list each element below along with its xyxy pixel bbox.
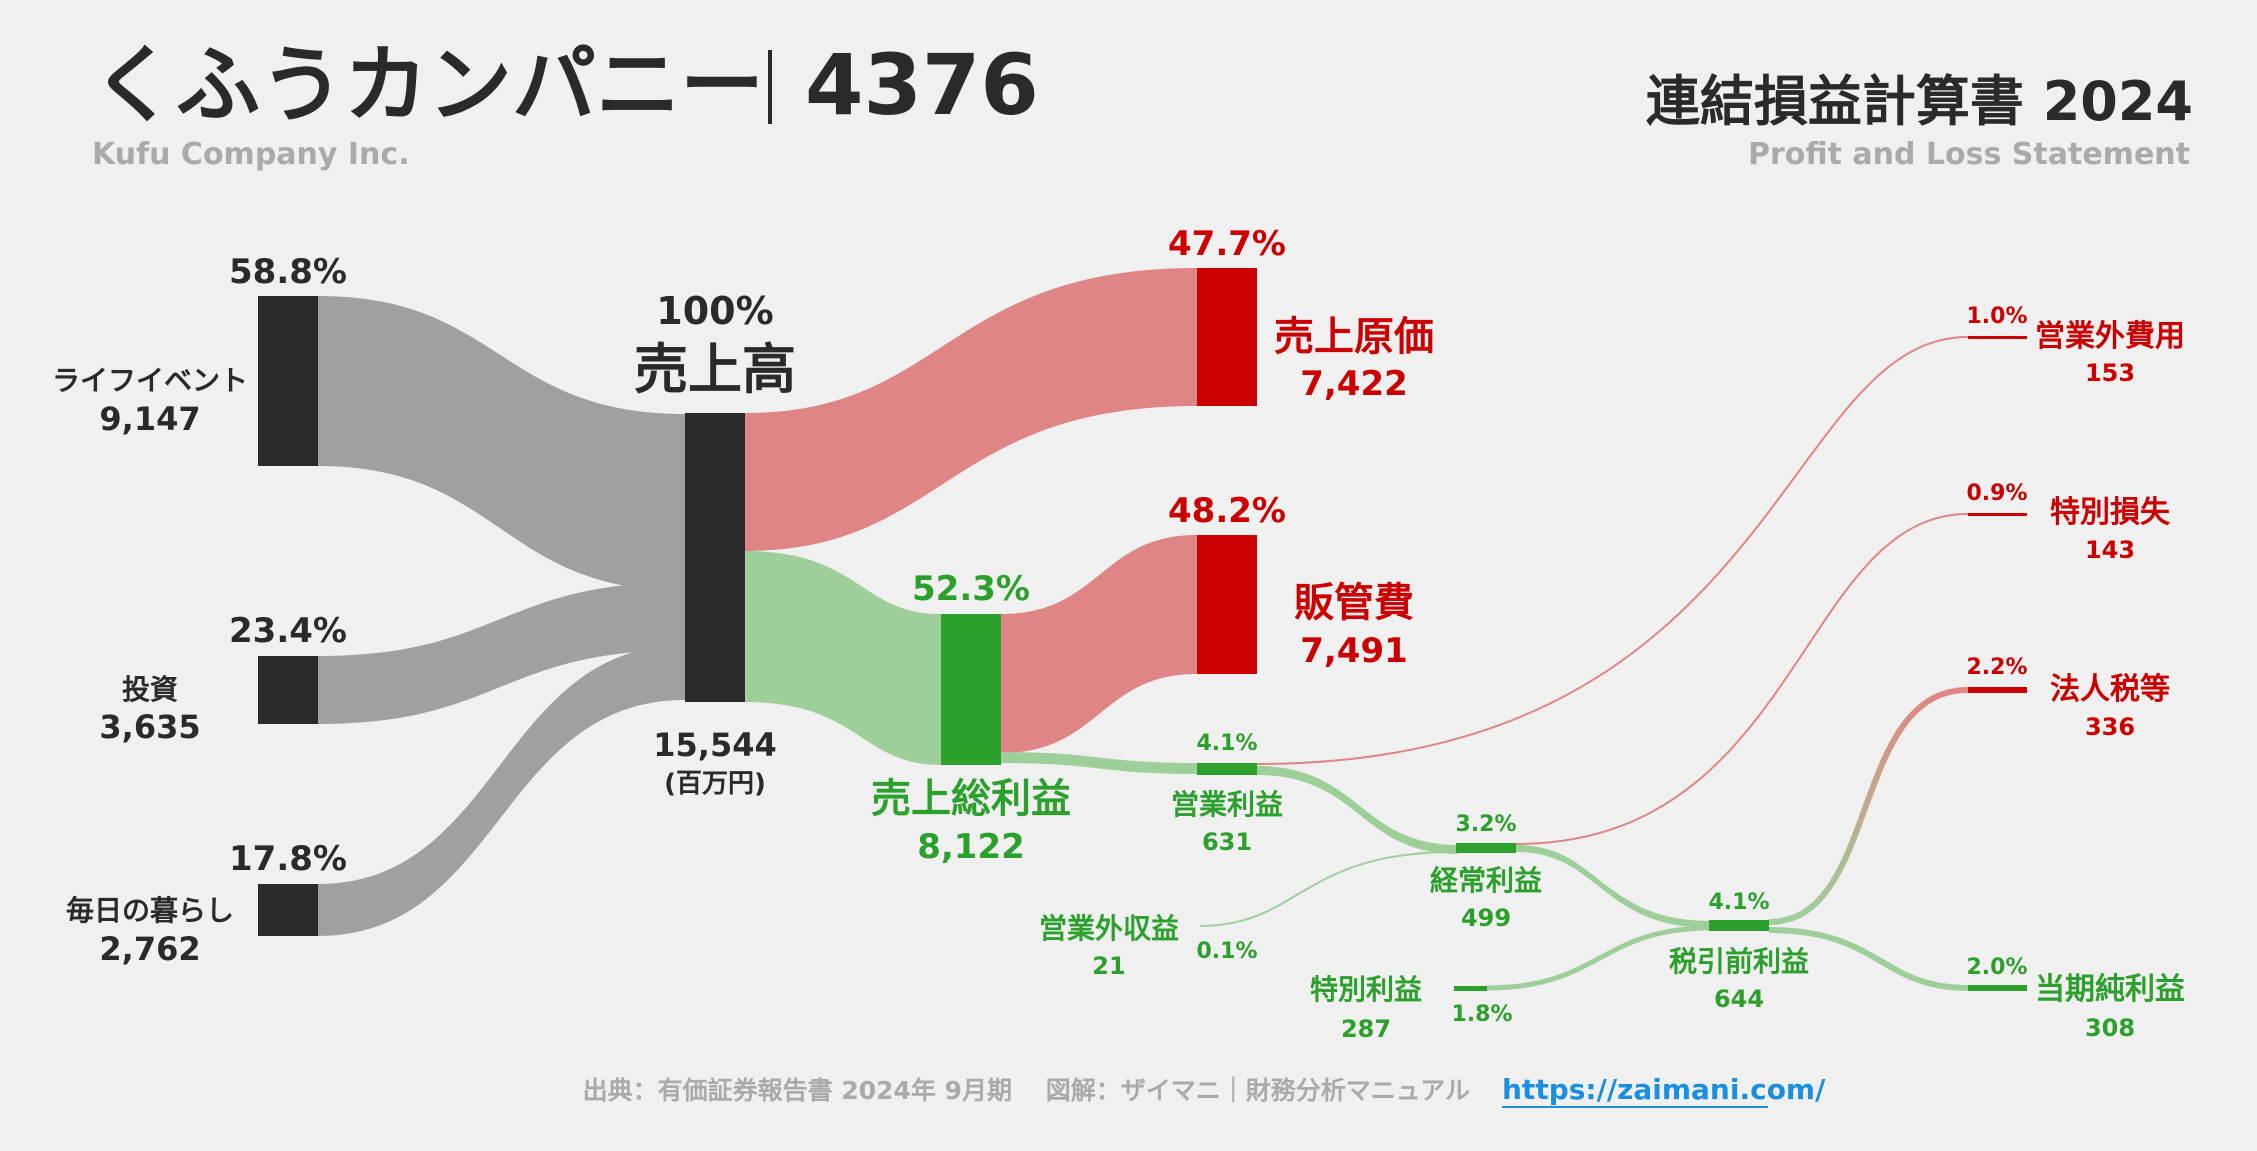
extraordinary-loss-name: 特別損失 xyxy=(2050,495,2171,530)
extraordinary-income-name: 特別利益 xyxy=(1310,973,1422,1006)
net-profit-name: 当期純利益 xyxy=(2035,972,2185,1007)
statement-title-en: Profit and Loss Statement xyxy=(1748,137,2190,172)
revenue-value: 15,544 xyxy=(653,726,776,764)
ordinary-profit-pct: 3.2% xyxy=(1455,812,1516,837)
operating-profit-value: 631 xyxy=(1202,828,1252,856)
cogs-value: 7,422 xyxy=(1300,364,1408,404)
node-gross-profit xyxy=(941,614,1001,765)
pretax-profit-name: 税引前利益 xyxy=(1669,945,1809,978)
nonop-expense-value: 153 xyxy=(2085,359,2135,387)
pretax-profit-pct: 4.1% xyxy=(1708,890,1769,915)
income-tax-pct: 2.2% xyxy=(1966,655,2027,680)
gross-profit-pct: 52.3% xyxy=(912,569,1030,609)
segment-investment-pct: 23.4% xyxy=(229,611,347,651)
nonop-expense-pct: 1.0% xyxy=(1966,304,2027,329)
company-name: くふうカンパニー xyxy=(92,36,764,134)
extraordinary-loss-value: 143 xyxy=(2085,536,2135,564)
net-profit-value: 308 xyxy=(2085,1014,2135,1042)
node-income-tax xyxy=(1968,687,2027,693)
extraordinary-income-value: 287 xyxy=(1341,1015,1391,1043)
node-extraordinary-loss xyxy=(1968,513,2027,516)
income-tax-name: 法人税等 xyxy=(2050,672,2170,707)
unit-label: (百万円) xyxy=(664,769,766,799)
net-profit-pct: 2.0% xyxy=(1966,955,2027,980)
income-tax-value: 336 xyxy=(2085,713,2135,741)
revenue-pct: 100% xyxy=(656,289,773,333)
ordinary-profit-name: 経常利益 xyxy=(1430,864,1542,897)
revenue-name: 売上高 xyxy=(634,338,796,401)
node-cogs xyxy=(1197,268,1257,406)
segment-daily-pct: 17.8% xyxy=(229,839,347,879)
nodes xyxy=(258,268,2027,991)
flow-ordinary-to-extraordinary-loss xyxy=(1515,513,1969,845)
cogs-name: 売上原価 xyxy=(1274,314,1434,360)
flow-operating-to-ordinary xyxy=(1257,766,1458,854)
ordinary-profit-value: 499 xyxy=(1461,904,1511,932)
segment-investment-name: 投資 xyxy=(122,673,178,706)
sga-value: 7,491 xyxy=(1300,631,1408,671)
pretax-profit-value: 644 xyxy=(1714,985,1764,1013)
flow-operating-to-nonop-expense xyxy=(1256,336,1969,765)
extraordinary-loss-pct: 0.9% xyxy=(1966,481,2027,506)
node-operating-profit xyxy=(1197,763,1257,775)
sga-pct: 48.2% xyxy=(1168,491,1286,531)
sga-name: 販管費 xyxy=(1294,580,1414,626)
flow-gross-to-sga xyxy=(1001,535,1197,753)
segment-lifeevent-name: ライフイベント xyxy=(52,364,248,397)
flow-revenue-to-gross-profit xyxy=(745,551,941,765)
segment-lifeevent-pct: 58.8% xyxy=(229,252,347,292)
flow-pretax-to-net xyxy=(1768,927,1969,991)
operating-profit-name: 営業利益 xyxy=(1171,788,1283,821)
flow-daily-to-revenue xyxy=(318,645,685,936)
node-revenue xyxy=(685,413,745,702)
extraordinary-income-pct: 1.8% xyxy=(1451,1002,1512,1027)
nonop-income-name: 営業外収益 xyxy=(1039,912,1179,945)
node-investment xyxy=(258,656,318,724)
node-pretax-profit xyxy=(1709,920,1769,931)
node-lifeevent xyxy=(258,296,318,466)
node-extraordinary-income xyxy=(1454,986,1487,991)
node-sga xyxy=(1197,535,1257,674)
flow-investment-to-revenue xyxy=(318,582,685,724)
flow-lifeevent-to-revenue xyxy=(318,296,685,591)
flow-ordinary-to-pretax xyxy=(1516,845,1711,928)
node-nonop-expense xyxy=(1968,336,2027,339)
node-daily-life xyxy=(258,884,318,936)
flow-gross-to-operating xyxy=(1001,752,1197,774)
operating-profit-pct: 4.1% xyxy=(1196,731,1257,756)
gross-profit-value: 8,122 xyxy=(917,827,1025,867)
nonop-income-pct: 0.1% xyxy=(1196,939,1257,964)
flows xyxy=(318,268,1969,991)
flow-pretax-to-tax xyxy=(1768,687,1969,925)
labels: 58.8% ライフイベント 9,147 23.4% 投資 3,635 17.8%… xyxy=(52,224,2185,1043)
segment-investment-value: 3,635 xyxy=(99,708,200,746)
cogs-pct: 47.7% xyxy=(1168,224,1286,264)
node-net-profit xyxy=(1968,985,2027,991)
segment-lifeevent-value: 9,147 xyxy=(99,400,200,438)
gross-profit-name: 売上総利益 xyxy=(871,776,1071,822)
source-credit: 出典：有価証券報告書 2024年 9月期 図解：ザイマニ｜財務分析マニュアル xyxy=(583,1076,1470,1105)
node-ordinary-profit xyxy=(1456,843,1516,853)
flow-extraordinary-income-to-pretax xyxy=(1486,925,1712,991)
nonop-income-value: 21 xyxy=(1092,952,1125,980)
segment-daily-value: 2,762 xyxy=(99,930,200,968)
site-link[interactable]: https://zaimani.com/ xyxy=(1502,1073,1826,1106)
ticker-code: 4376 xyxy=(805,36,1039,134)
company-name-en: Kufu Company Inc. xyxy=(92,137,410,172)
nonop-expense-name: 営業外費用 xyxy=(2035,319,2185,354)
flow-revenue-to-cogs xyxy=(745,268,1197,551)
flow-nonop-income-to-ordinary xyxy=(1199,851,1456,927)
segment-daily-name: 毎日の暮らし xyxy=(66,894,234,927)
statement-title: 連結損益計算書 2024 xyxy=(1646,70,2193,133)
